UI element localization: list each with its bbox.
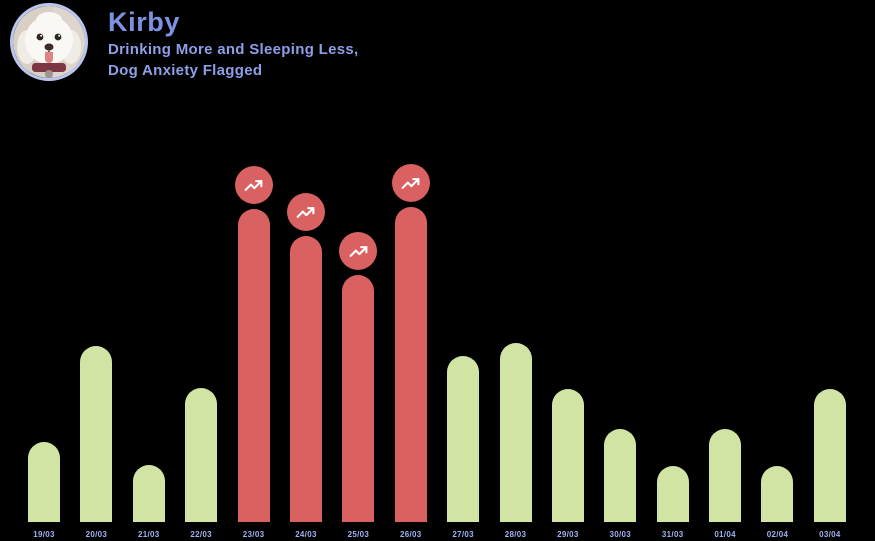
bar-alert[interactable]: 26/03 [391,164,430,539]
x-axis-label: 23/03 [242,530,265,539]
alert-subtitle: Drinking More and Sleeping Less, Dog Anx… [108,39,358,81]
bar[interactable]: 29/03 [551,389,584,539]
bar-chart: 19/03 20/03 21/03 22/03 23/03 24/03 25/03 26/03… [28,160,846,539]
header: Kirby Drinking More and Sleeping Less, D… [108,7,358,81]
dog-photo [13,6,85,78]
trending-up-icon [349,245,368,257]
x-axis-label: 25/03 [347,530,370,539]
alert-line-2: Dog Anxiety Flagged [108,62,263,79]
x-axis-label: 02/04 [766,530,789,539]
x-axis-label: 28/03 [504,530,527,539]
x-axis-label: 27/03 [452,530,474,539]
bar[interactable]: 28/03 [499,343,532,539]
x-axis-label: 31/03 [661,530,684,539]
bar[interactable]: 31/03 [656,466,689,539]
x-axis-label: 26/03 [399,530,422,539]
x-axis-label: 29/03 [557,530,579,539]
x-axis-label: 24/03 [295,530,317,539]
trending-up-icon [297,206,315,218]
bar[interactable]: 20/03 [80,346,113,539]
trend-alert-badge[interactable] [339,232,378,270]
bar-alert[interactable]: 25/03 [339,232,378,539]
x-axis-label: 01/04 [714,530,736,539]
trend-alert-badge[interactable] [391,164,430,202]
x-axis-label: 20/03 [85,530,108,539]
bar[interactable]: 19/03 [28,442,60,539]
bar[interactable]: 21/03 [132,465,165,539]
avatar[interactable] [10,3,88,81]
bar-alert[interactable]: 23/03 [234,166,273,539]
bar[interactable]: 02/04 [761,466,794,539]
bar-alert[interactable]: 24/03 [286,193,325,539]
bar[interactable]: 30/03 [604,429,637,539]
x-axis-label: 22/03 [190,530,212,539]
bar[interactable]: 01/04 [709,429,742,539]
page-title: Kirby [108,7,181,37]
bar[interactable]: 27/03 [447,356,480,539]
trending-up-icon [244,179,263,191]
alert-line-1: Drinking More and Sleeping Less, [108,41,359,58]
x-axis-label: 19/03 [33,530,55,539]
x-axis-label: 30/03 [609,530,632,539]
trend-alert-badge[interactable] [234,166,273,204]
trend-alert-badge[interactable] [286,193,325,231]
bar[interactable]: 22/03 [185,388,218,539]
x-axis-label: 21/03 [138,530,160,539]
trending-up-icon [401,177,420,189]
bar[interactable]: 03/04 [813,389,846,539]
x-axis-label: 03/04 [819,530,841,539]
